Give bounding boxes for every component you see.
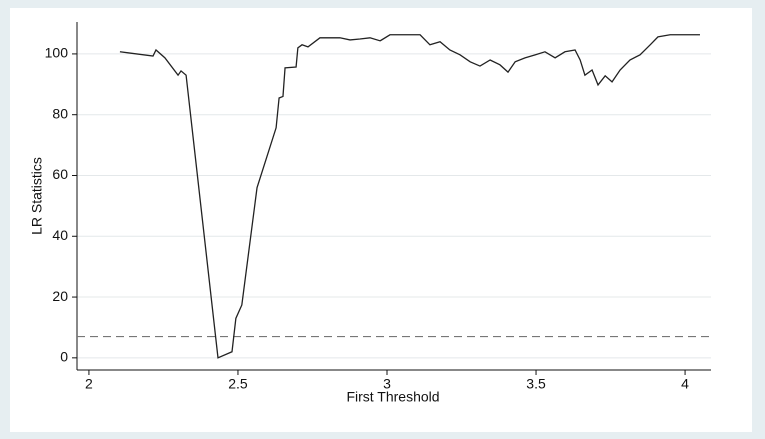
x-tick-label: 4 bbox=[681, 376, 689, 392]
y-tick-label: 0 bbox=[60, 349, 68, 365]
y-axis-label: LR Statistics bbox=[29, 157, 45, 235]
y-tick-label: 40 bbox=[52, 227, 68, 243]
y-tick-label: 100 bbox=[45, 45, 69, 61]
x-tick-label: 3 bbox=[383, 376, 391, 392]
data-line bbox=[119, 34, 700, 359]
x-axis-label: First Threshold bbox=[346, 389, 439, 405]
x-tick-label: 2 bbox=[85, 376, 93, 392]
y-tick-label: 20 bbox=[52, 288, 68, 304]
x-tick-label: 2.5 bbox=[228, 376, 248, 392]
panel bbox=[10, 8, 752, 432]
y-tick-label: 80 bbox=[52, 105, 68, 121]
y-tick-label: 60 bbox=[52, 166, 68, 182]
x-tick-label: 3.5 bbox=[526, 376, 546, 392]
